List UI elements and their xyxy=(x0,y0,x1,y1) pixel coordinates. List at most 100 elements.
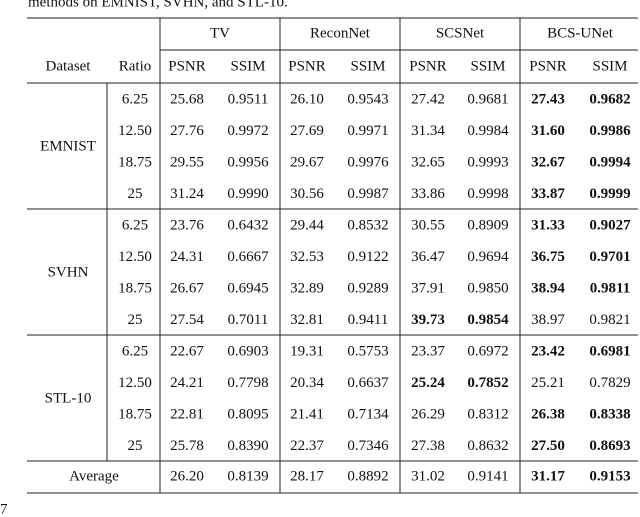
cell: 0.6667 xyxy=(227,249,269,265)
cell: 0.9511 xyxy=(228,91,269,107)
cell: 0.9850 xyxy=(467,280,508,296)
cell: 0.9990 xyxy=(227,186,268,202)
method-header: BCS-UNet xyxy=(547,25,614,41)
cell: 25.78 xyxy=(170,438,204,454)
cell: 0.9972 xyxy=(227,123,268,139)
cell: 0.9993 xyxy=(467,154,508,170)
cell: 25.21 xyxy=(531,375,565,391)
cell: 26.29 xyxy=(411,406,445,422)
cell: 22.67 xyxy=(170,343,204,359)
ratio: 12.50 xyxy=(118,375,152,391)
cell: 26.67 xyxy=(170,280,204,296)
cell: 0.9956 xyxy=(227,154,269,170)
cell: 33.87 xyxy=(531,186,565,202)
cell: 32.53 xyxy=(290,249,324,265)
ratio: 25 xyxy=(128,312,143,328)
cell: 22.37 xyxy=(290,438,324,454)
cell: 32.67 xyxy=(531,154,565,170)
cell: 0.6945 xyxy=(227,280,268,296)
cell: 24.21 xyxy=(170,375,204,391)
cell: 21.41 xyxy=(290,406,324,422)
page-number: 7 xyxy=(0,501,8,517)
cell: 0.8632 xyxy=(467,438,508,454)
ratio: 12.50 xyxy=(118,249,152,265)
column-header: Ratio xyxy=(119,58,152,74)
cell: 0.9811 xyxy=(590,280,630,296)
column-header: Dataset xyxy=(46,58,92,74)
cell: 0.6432 xyxy=(227,217,268,233)
cell: 0.9411 xyxy=(348,312,389,328)
ratio: 18.75 xyxy=(118,406,152,422)
cell: 0.9854 xyxy=(467,312,509,328)
ratio: 25 xyxy=(128,186,143,202)
ratio: 25 xyxy=(128,438,143,454)
cell: 0.9971 xyxy=(347,123,388,139)
cell: 25.68 xyxy=(170,91,204,107)
dataset-label: STL-10 xyxy=(45,390,92,406)
cell: 0.9122 xyxy=(347,249,388,265)
cell: 31.02 xyxy=(411,468,445,484)
cell: 23.76 xyxy=(170,217,204,233)
ratio: 18.75 xyxy=(118,280,152,296)
cell: 0.9289 xyxy=(347,280,388,296)
cell: 27.76 xyxy=(170,123,204,139)
dataset-label: EMNIST xyxy=(40,138,96,154)
cell: 0.9543 xyxy=(347,91,388,107)
cell: 29.67 xyxy=(290,154,324,170)
cell: 27.69 xyxy=(290,123,324,139)
cell: 0.8095 xyxy=(227,406,268,422)
cell: 31.60 xyxy=(531,123,565,139)
cell: 0.7829 xyxy=(589,375,630,391)
cell: 31.33 xyxy=(531,217,565,233)
cell: 27.50 xyxy=(531,438,565,454)
cell: 32.81 xyxy=(290,312,324,328)
cell: 20.34 xyxy=(290,375,324,391)
cell: 0.7346 xyxy=(347,438,389,454)
cell: 37.91 xyxy=(411,280,445,296)
cell: 0.9821 xyxy=(589,312,630,328)
cell: 26.20 xyxy=(170,468,204,484)
ratio: 6.25 xyxy=(122,343,148,359)
column-header: PSNR xyxy=(409,58,447,74)
method-header: TV xyxy=(210,25,230,41)
cell: 0.8892 xyxy=(347,468,388,484)
cell: 27.42 xyxy=(411,91,445,107)
cell: 36.47 xyxy=(411,249,445,265)
cell: 0.9994 xyxy=(589,154,631,170)
cell: 31.24 xyxy=(170,186,204,202)
ratio: 6.25 xyxy=(122,217,148,233)
cell: 30.55 xyxy=(411,217,445,233)
cell: 0.9998 xyxy=(467,186,508,202)
cell: 0.6981 xyxy=(589,343,630,359)
ratio: 6.25 xyxy=(122,91,148,107)
cell: 30.56 xyxy=(290,186,324,202)
cell: 24.31 xyxy=(170,249,204,265)
method-header: ReconNet xyxy=(310,25,371,41)
cell: 31.34 xyxy=(411,123,445,139)
cell: 32.89 xyxy=(290,280,324,296)
cell: 0.8909 xyxy=(467,217,508,233)
column-header: SSIM xyxy=(592,58,627,74)
caption: methods on EMNIST, SVHN, and STL-10. xyxy=(28,0,288,10)
cell: 28.17 xyxy=(290,468,324,484)
cell: 0.9976 xyxy=(347,154,389,170)
cell: 0.9987 xyxy=(347,186,389,202)
column-header: SSIM xyxy=(470,58,505,74)
cell: 0.9694 xyxy=(467,249,509,265)
cell: 0.8139 xyxy=(227,468,268,484)
average-label: Average xyxy=(69,468,119,484)
cell: 27.54 xyxy=(170,312,204,328)
cell: 0.9027 xyxy=(589,217,631,233)
cell: 27.38 xyxy=(411,438,445,454)
cell: 19.31 xyxy=(290,343,324,359)
method-header: SCSNet xyxy=(436,25,485,41)
cell: 23.42 xyxy=(531,343,565,359)
cell: 0.9141 xyxy=(467,468,508,484)
cell: 0.9682 xyxy=(589,91,630,107)
cell: 26.38 xyxy=(531,406,565,422)
cell: 0.7011 xyxy=(228,312,269,328)
cell: 36.75 xyxy=(531,249,565,265)
cell: 0.7852 xyxy=(467,375,508,391)
cell: 38.94 xyxy=(531,280,565,296)
